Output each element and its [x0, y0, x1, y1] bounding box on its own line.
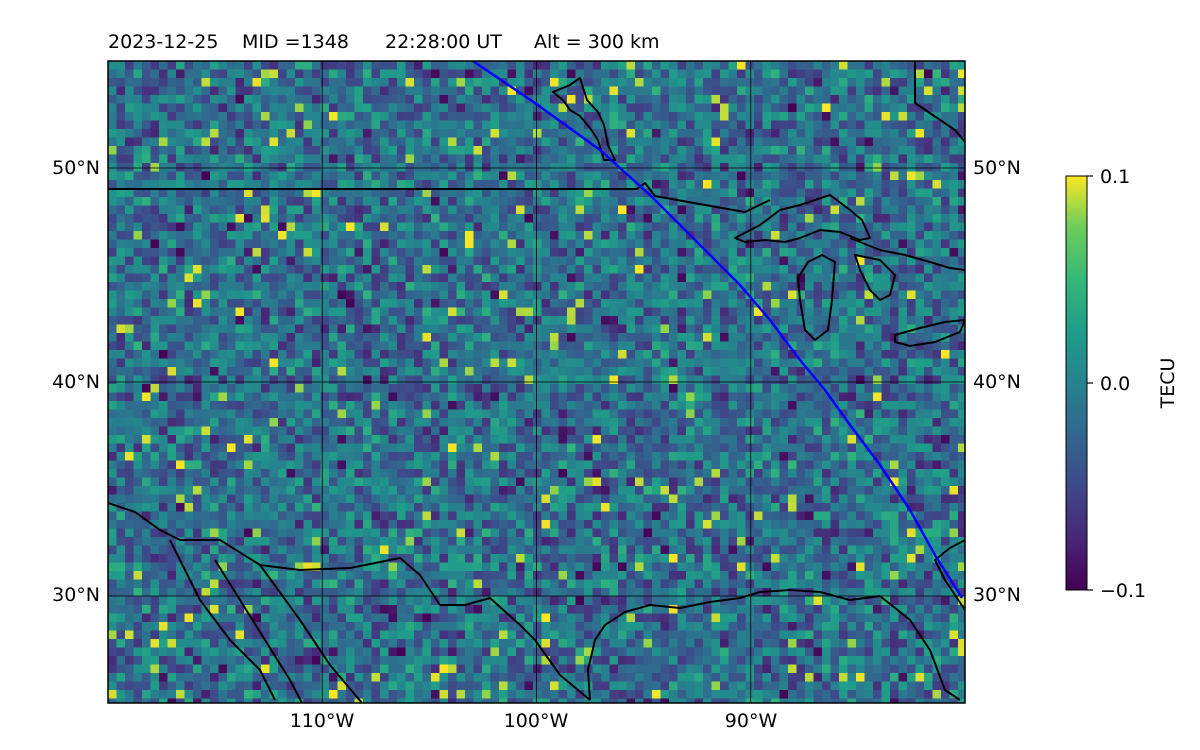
graticule: [108, 61, 965, 703]
mexico-west-coast: [259, 564, 363, 703]
gulf-coast: [587, 589, 961, 701]
baja-coast: [169, 539, 276, 701]
colorbar-max-label: 0.1: [1100, 166, 1130, 188]
gulf-of-california: [214, 559, 303, 703]
colorbar: 0.1 0.0 −0.1 TECU: [1065, 166, 1179, 602]
colorbar-mid-label: 0.0: [1100, 373, 1130, 395]
lat-label-left-50: 50°N: [52, 157, 100, 179]
tec-field-raster: [108, 61, 965, 703]
lat-label-right-30: 30°N: [973, 584, 1021, 606]
coastlines: [108, 61, 965, 703]
satellite-track: [472, 61, 964, 599]
hudson-coast: [914, 61, 965, 143]
florida-coast: [934, 539, 965, 611]
lon-label-110w: 110°W: [290, 710, 355, 732]
map-panel: [108, 61, 965, 703]
lake-winnipeg: [552, 77, 616, 161]
map-frame: [107, 60, 966, 704]
lat-label-right-50: 50°N: [973, 157, 1021, 179]
lat-label-left-40: 40°N: [52, 371, 100, 393]
lat-label-left-30: 30°N: [52, 584, 100, 606]
colorbar-min-label: −0.1: [1100, 580, 1146, 602]
title-time: 22:28:00 UT: [385, 31, 502, 53]
lake-superior: [734, 194, 871, 243]
colorbar-axis-label: TECU: [1157, 358, 1179, 410]
lat-label-right-40: 40°N: [973, 371, 1021, 393]
lon-label-90w: 90°W: [725, 710, 778, 732]
colorbar-gradient: [1065, 175, 1088, 591]
lake-erie: [894, 319, 965, 347]
great-lakes-outline: [849, 237, 965, 271]
title-alt: Alt = 300 km: [534, 31, 660, 53]
title-mid: MID =1348: [242, 31, 349, 53]
lake-michigan: [797, 254, 836, 341]
us-mexico-border: [108, 502, 591, 701]
title-date: 2023-12-25: [108, 31, 218, 53]
us-canada-border: [108, 182, 771, 213]
lon-label-100w: 100°W: [504, 710, 569, 732]
lake-huron: [854, 254, 896, 301]
